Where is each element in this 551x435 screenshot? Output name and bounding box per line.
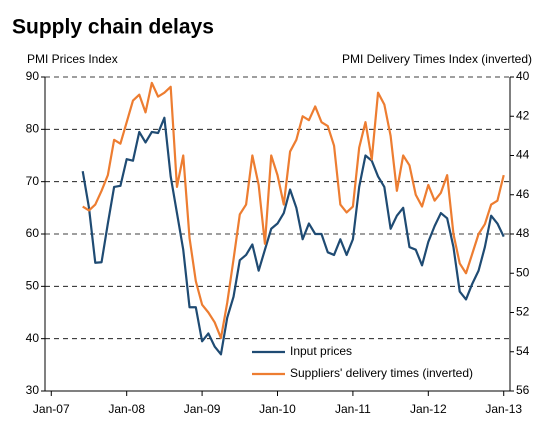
- y-tick-label: 70: [26, 174, 40, 188]
- x-tick-label: Jan-12: [410, 402, 447, 416]
- x-tick-label: Jan-08: [108, 402, 145, 416]
- x-tick-label: Jan-11: [335, 402, 371, 416]
- x-tick-label: Jan-13: [485, 402, 522, 416]
- y2-tick-label: 46: [516, 187, 530, 201]
- y-tick-label: 90: [26, 69, 40, 83]
- y-tick-label: 40: [26, 331, 40, 345]
- x-tick-label: Jan-10: [259, 402, 296, 416]
- y2-axis-label: PMI Delivery Times Index (inverted): [342, 52, 532, 66]
- y-axis-label: PMI Prices Index: [27, 52, 118, 66]
- x-tick-label: Jan-09: [184, 402, 221, 416]
- y2-tick-label: 50: [516, 265, 530, 279]
- legend-label: Input prices: [290, 344, 352, 358]
- y-tick-label: 60: [26, 226, 40, 240]
- y2-tick-label: 44: [516, 148, 530, 162]
- series-line: [82, 81, 505, 340]
- x-tick-label: Jan-07: [33, 402, 70, 416]
- legend-label: Suppliers' delivery times (inverted): [290, 366, 473, 380]
- series-line: [81, 116, 505, 356]
- y2-tick-label: 40: [516, 69, 530, 83]
- y-tick-label: 80: [26, 122, 40, 136]
- y2-tick-label: 42: [516, 108, 530, 122]
- y2-tick-label: 54: [516, 344, 530, 358]
- chart-title: Supply chain delays: [12, 16, 214, 39]
- y2-tick-label: 48: [516, 226, 530, 240]
- y-tick-label: 30: [26, 383, 40, 397]
- y2-tick-label: 56: [516, 383, 530, 397]
- y-tick-label: 50: [26, 279, 40, 293]
- y2-tick-label: 52: [516, 305, 530, 319]
